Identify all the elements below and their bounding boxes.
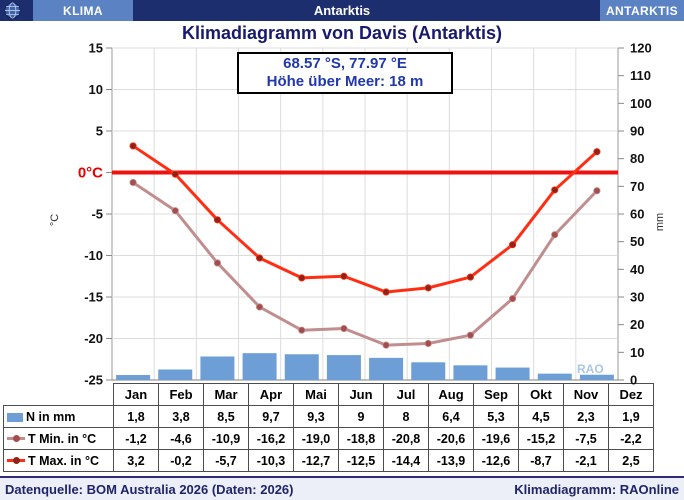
- table-cell: -0,2: [158, 449, 204, 472]
- table-cell: -19,6: [473, 427, 519, 450]
- table-cell: -5,7: [203, 449, 249, 472]
- table-cell: 8,5: [203, 405, 249, 428]
- bar-legend-icon: [7, 412, 23, 422]
- svg-text:70: 70: [630, 179, 644, 194]
- marker-dot-icon: [13, 456, 20, 464]
- svg-text:-20: -20: [84, 331, 103, 346]
- table-cell: -12,7: [293, 449, 339, 472]
- table-cell: 2,3: [563, 405, 609, 428]
- series-label: T Min. in °C: [28, 431, 97, 446]
- climate-data-table: Jan Feb Mar Apr Mai Jun Jul Aug Sep Okt Nov Dez N in…: [3, 383, 654, 472]
- table-row: T Min. in °C -1,2 -4,6 -10,9 -16,2 -19,0 -18,8…: [3, 427, 654, 450]
- svg-text:-15: -15: [84, 290, 103, 305]
- table-row: N in mm 1,8 3,8 8,5 9,7 9,3 9 8 6,4 5,3 4,5 2,3 1,9: [3, 405, 654, 428]
- table-cell: 3,8: [158, 405, 204, 428]
- table-cell: -13,9: [428, 449, 474, 472]
- table-cell: -12,5: [338, 449, 384, 472]
- svg-text:10: 10: [630, 345, 644, 360]
- svg-text:80: 80: [630, 151, 644, 166]
- month-header: Apr: [248, 383, 294, 406]
- table-cell: -2,2: [608, 427, 654, 450]
- svg-text:110: 110: [630, 68, 651, 83]
- svg-text:30: 30: [630, 290, 644, 305]
- series-label: T Max. in °C: [28, 453, 99, 468]
- nav-tab-klima[interactable]: KLIMA: [33, 0, 133, 21]
- svg-text:-5: -5: [91, 207, 103, 222]
- svg-text:90: 90: [630, 124, 644, 139]
- table-corner-cell: [4, 384, 114, 406]
- station-elevation: Höhe über Meer: 18 m: [266, 73, 424, 90]
- table-cell: 8: [383, 405, 429, 428]
- table-header-row: Jan Feb Mar Apr Mai Jun Jul Aug Sep Okt Nov Dez: [4, 383, 654, 406]
- table-cell: -12,6: [473, 449, 519, 472]
- station-info-box: 68.57 °S, 77.97 °E Höhe über Meer: 18 m: [237, 52, 453, 94]
- month-header: Dez: [608, 383, 654, 406]
- table-cell: 3,2: [113, 449, 159, 472]
- nav-region-label: Antarktis: [313, 3, 371, 18]
- month-header: Sep: [473, 383, 519, 406]
- table-cell: -18,8: [338, 427, 384, 450]
- svg-text:RAO: RAO: [577, 362, 604, 376]
- svg-text:-10: -10: [84, 248, 103, 263]
- table-cell: -10,3: [248, 449, 294, 472]
- table-cell: 1,8: [113, 405, 159, 428]
- table-cell: -8,7: [518, 449, 564, 472]
- globe-icon: [4, 2, 21, 19]
- month-header: Okt: [518, 383, 564, 406]
- marker-dot-icon: [13, 434, 20, 442]
- station-coordinates: 68.57 °S, 77.97 °E: [283, 55, 407, 72]
- month-header: Nov: [563, 383, 609, 406]
- table-cell: 1,9: [608, 405, 654, 428]
- line-legend-icon: [7, 456, 25, 464]
- table-cell: 9,3: [293, 405, 339, 428]
- table-cell: -4,6: [158, 427, 204, 450]
- month-header: Feb: [158, 383, 204, 406]
- table-cell: 9: [338, 405, 384, 428]
- table-cell: 9,7: [248, 405, 294, 428]
- series-label: N in mm: [26, 409, 76, 424]
- svg-text:40: 40: [630, 262, 644, 277]
- svg-text:60: 60: [630, 207, 644, 222]
- month-header: Jul: [383, 383, 429, 406]
- table-row: T Max. in °C 3,2 -0,2 -5,7 -10,3 -12,7 -12,5 -1…: [3, 449, 654, 472]
- svg-text:50: 50: [630, 234, 644, 249]
- svg-text:100: 100: [630, 96, 652, 111]
- table-cell: -2,1: [563, 449, 609, 472]
- month-header: Aug: [428, 383, 474, 406]
- svg-text:0°C: 0°C: [78, 165, 103, 182]
- table-cell: -1,2: [113, 427, 159, 450]
- table-cell: -20,6: [428, 427, 474, 450]
- table-cell: -20,8: [383, 427, 429, 450]
- line-legend-icon: [7, 434, 25, 442]
- month-header: Jun: [338, 383, 384, 406]
- table-cell: -15,2: [518, 427, 564, 450]
- svg-text:5: 5: [96, 124, 103, 139]
- nav-tab-antarktis[interactable]: ANTARKTIS: [600, 0, 684, 21]
- data-source-label: Datenquelle: BOM Australia 2026 (Daten: …: [5, 481, 294, 497]
- month-header: Mai: [293, 383, 339, 406]
- table-cell: 6,4: [428, 405, 474, 428]
- series-label-cell: T Max. in °C: [3, 449, 114, 472]
- credit-label: Klimadiagramm: RAOnline: [514, 481, 679, 497]
- month-header: Mar: [203, 383, 249, 406]
- svg-text:20: 20: [630, 317, 644, 332]
- table-cell: -19,0: [293, 427, 339, 450]
- series-label-cell: N in mm: [3, 405, 114, 428]
- top-nav-bar: KLIMA Antarktis ANTARKTIS: [0, 0, 684, 21]
- table-cell: -14,4: [383, 449, 429, 472]
- month-header: Jan: [113, 383, 159, 406]
- svg-text:°C: °C: [49, 214, 61, 226]
- table-cell: -16,2: [248, 427, 294, 450]
- table-cell: -7,5: [563, 427, 609, 450]
- table-cell: -10,9: [203, 427, 249, 450]
- table-cell: 5,3: [473, 405, 519, 428]
- footer-bar: Datenquelle: BOM Australia 2026 (Daten: …: [0, 476, 684, 500]
- svg-text:mm: mm: [654, 213, 666, 231]
- table-cell: 2,5: [608, 449, 654, 472]
- series-label-cell: T Min. in °C: [3, 427, 114, 450]
- table-cell: 4,5: [518, 405, 564, 428]
- svg-text:10: 10: [89, 82, 103, 97]
- page-title: Klimadiagramm von Davis (Antarktis): [0, 21, 684, 46]
